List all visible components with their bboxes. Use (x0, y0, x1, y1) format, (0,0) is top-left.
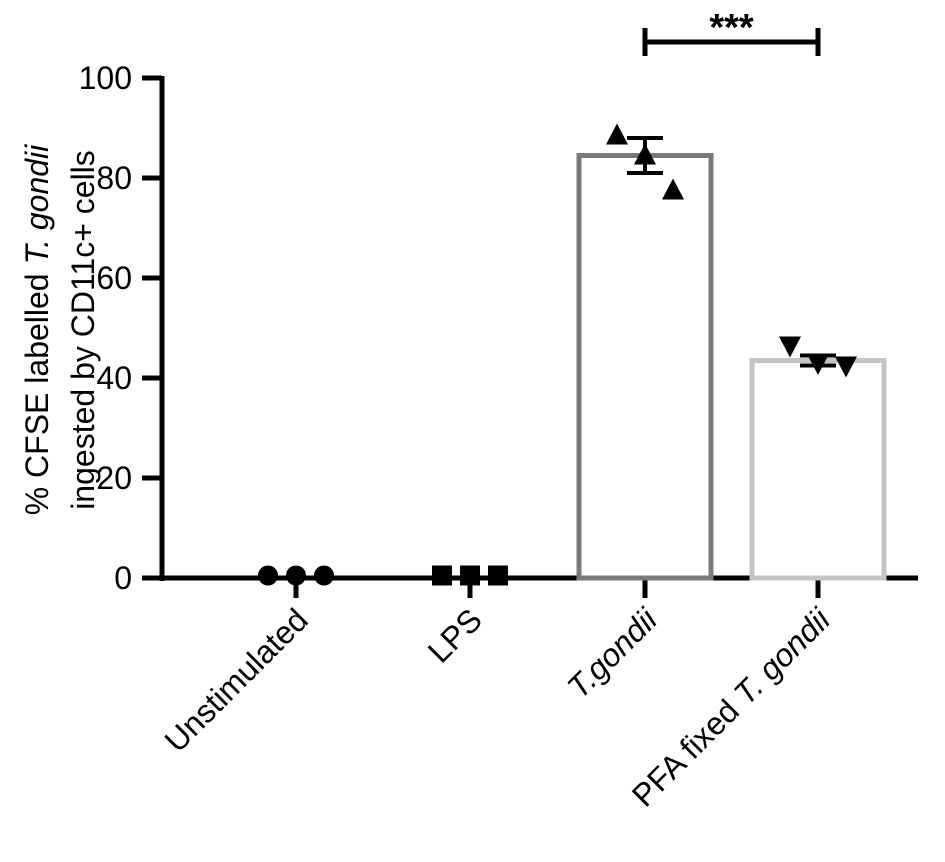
data-point (432, 565, 452, 586)
x-category-italic: T. gondii (727, 601, 838, 712)
x-category-text: PFA fixed (625, 686, 752, 813)
x-category-label-0: Unstimulated (157, 601, 315, 759)
data-point (460, 565, 480, 586)
data-point (779, 336, 801, 358)
bar-3 (749, 358, 887, 581)
bar-2 (576, 153, 714, 581)
y-tick-label: 80 (96, 160, 132, 196)
y-axis-label-prefix: % CFSE labelled (19, 265, 55, 516)
y-tick-label: 60 (96, 260, 132, 296)
y-axis-label-line1: % CFSE labelled T. gondii (19, 144, 55, 515)
x-category-italic: T.gondii (560, 601, 665, 706)
x-category-label-2: T.gondii (560, 601, 665, 706)
data-point (314, 565, 334, 586)
y-axis-label-italic: T. gondii (19, 144, 55, 265)
x-category-text: LPS (421, 601, 489, 669)
significance-bracket: *** (642, 7, 821, 56)
y-axis-label-line2: ingested by CD11c+ cells (65, 150, 101, 510)
y-axis-label: % CFSE labelled T. gondii ingested by CD… (19, 144, 101, 515)
x-category-label-1: LPS (421, 601, 489, 669)
y-tick-label: 20 (96, 460, 132, 496)
data-point (488, 565, 508, 586)
data-point (835, 356, 857, 378)
y-tick-label: 0 (114, 560, 132, 596)
x-category-text: Unstimulated (157, 601, 315, 759)
bars (576, 153, 887, 581)
y-tick-label: 40 (96, 360, 132, 396)
y-tick-label: 100 (79, 60, 132, 96)
data-point (662, 178, 684, 200)
data-points (258, 123, 857, 586)
significance-label: *** (709, 7, 754, 49)
data-point (258, 565, 278, 586)
data-point (286, 565, 306, 586)
data-point (606, 123, 628, 145)
